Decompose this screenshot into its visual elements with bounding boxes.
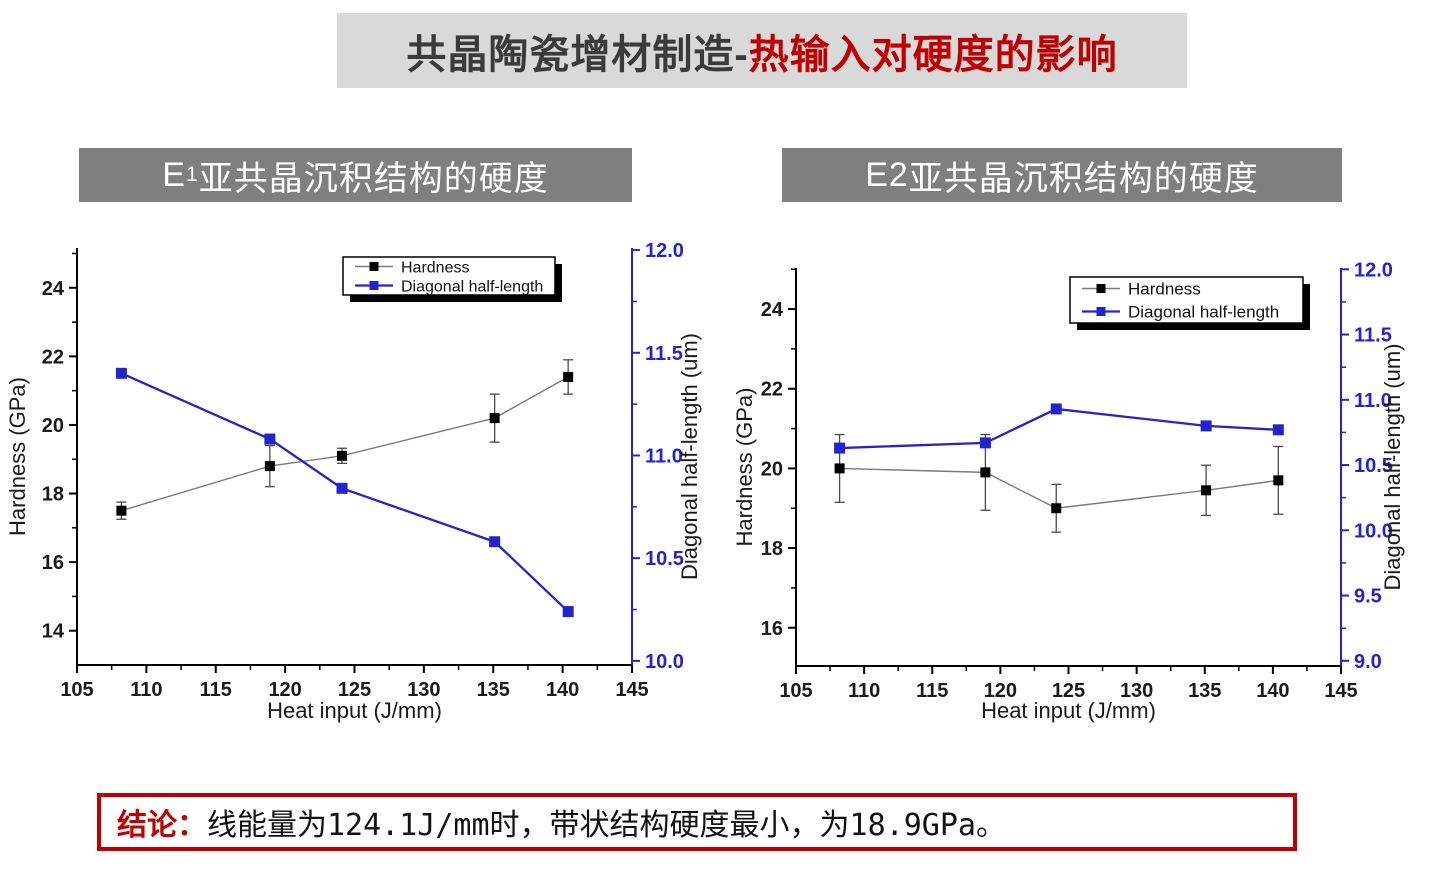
series-diagonal-half-length [115,367,574,618]
svg-text:16: 16 [42,552,64,574]
conclusion-label: 结论： [117,808,207,843]
svg-text:140: 140 [546,679,579,701]
svg-text:9.0: 9.0 [1354,651,1382,673]
svg-text:145: 145 [1324,680,1357,702]
svg-text:20: 20 [42,415,64,437]
legend: Hardness Diagonal half-length [1069,276,1310,330]
svg-text:105: 105 [779,680,812,702]
chart-e1-hardness-plot: 105 110 115 120 125 130 135 140 145 14 16 18 20 22 24 1… [5,240,702,723]
svg-text:115: 115 [916,680,948,702]
svg-text:16: 16 [761,618,783,640]
series-hardness [116,359,574,520]
svg-text:145: 145 [615,679,648,701]
svg-text:Diagonal half-length (um): Diagonal half-length (um) [677,333,702,580]
svg-text:22: 22 [761,379,783,401]
svg-text:11.0: 11.0 [645,445,683,467]
svg-text:11.5: 11.5 [1354,325,1392,347]
svg-text:135: 135 [477,679,510,701]
svg-text:14: 14 [42,621,65,643]
svg-text:125: 125 [338,679,371,701]
svg-text:110: 110 [848,680,880,702]
svg-text:105: 105 [60,679,93,701]
conclusion-text: 线能量为124.1J/mm时，带状结构硬度最小，为18.9GPa。 [207,808,1006,843]
svg-text:120: 120 [984,680,1017,702]
panel-header-e1: E 1 亚共晶沉积结构的硬度 [79,148,632,202]
slide-title-banner: 共晶陶瓷增材制造- 热输入对硬度的影响 [337,13,1187,88]
chart-e2-hardness-plot: 105 110 115 120 125 130 135 140 145 16 18 20 22 24 9.0… [732,259,1405,723]
svg-text:11.5: 11.5 [645,343,683,365]
svg-text:110: 110 [130,679,162,701]
svg-text:Hardness (GPa): Hardness (GPa) [732,388,757,547]
svg-text:10.0: 10.0 [645,651,684,673]
svg-text:Hardness: Hardness [401,260,469,277]
svg-text:10.5: 10.5 [645,548,684,570]
svg-text:Diagonal half-length: Diagonal half-length [401,279,543,296]
svg-text:10.0: 10.0 [1354,520,1393,542]
series-hardness [834,433,1284,533]
svg-text:115: 115 [200,679,232,701]
svg-text:12.0: 12.0 [1354,259,1393,281]
svg-text:12.0: 12.0 [645,240,684,262]
svg-text:130: 130 [1120,680,1153,702]
svg-text:11.0: 11.0 [1354,390,1392,412]
legend: Hardness Diagonal half-length [342,256,562,302]
svg-text:Heat input (J/mm): Heat input (J/mm) [981,698,1156,723]
svg-text:10.5: 10.5 [1354,455,1393,477]
svg-text:24: 24 [42,278,65,300]
svg-text:130: 130 [407,679,440,701]
svg-text:9.5: 9.5 [1354,586,1382,608]
svg-text:18: 18 [761,538,783,560]
svg-text:20: 20 [761,458,783,480]
svg-text:18: 18 [42,484,64,506]
panel-header-e2-prefix: E2 [865,155,909,194]
panel-header-e2: E2 亚共晶沉积结构的硬度 [782,148,1342,202]
axis-labels: Heat input (J/mm) Hardness (GPa) Diagonal … [5,333,702,723]
svg-text:Hardness: Hardness [1128,280,1201,299]
axes: 105 110 115 120 125 130 135 140 145 16 18 20 22 24 9.0… [761,259,1393,702]
svg-text:120: 120 [268,679,301,701]
svg-text:22: 22 [42,346,64,368]
panel-header-e1-subscript: 1 [185,163,199,187]
svg-text:Hardness (GPa): Hardness (GPa) [5,377,30,536]
slide-title-black: 共晶陶瓷增材制造- [406,32,749,77]
axis-labels: Heat input (J/mm) Hardness (GPa) Diagonal … [732,343,1405,723]
svg-text:125: 125 [1052,680,1085,702]
svg-text:Heat input (J/mm): Heat input (J/mm) [267,698,442,723]
series-diagonal-half-length [834,403,1284,454]
svg-text:Diagonal half-length: Diagonal half-length [1128,303,1279,322]
svg-text:Diagonal half-length (um): Diagonal half-length (um) [1380,343,1405,590]
conclusion-box: 结论： 线能量为124.1J/mm时，带状结构硬度最小，为18.9GPa。 [97,793,1297,851]
axes: 105 110 115 120 125 130 135 140 145 14 16 18 20 22 24 1… [42,240,684,701]
panel-header-e1-prefix: E [162,155,186,194]
svg-text:135: 135 [1188,680,1221,702]
svg-text:24: 24 [761,299,784,321]
panel-header-e2-text: 亚共晶沉积结构的硬度 [908,159,1259,198]
panel-header-e1-text: 亚共晶沉积结构的硬度 [198,159,549,198]
slide-title-red: 热输入对硬度的影响 [748,32,1118,77]
svg-text:140: 140 [1256,680,1289,702]
